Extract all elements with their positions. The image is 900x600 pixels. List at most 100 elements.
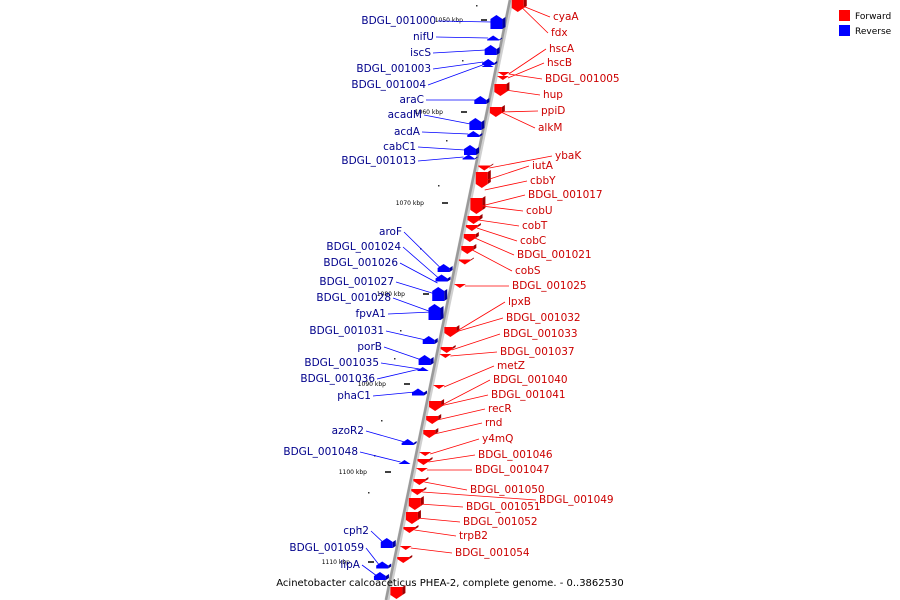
gene-arrow-side [482, 196, 486, 210]
forward-gene-label[interactable]: BDGL_001047 [475, 464, 550, 476]
gene-label-leader [402, 246, 439, 279]
gene-label-leader [427, 64, 483, 86]
forward-gene-label[interactable]: BDGL_001054 [455, 547, 530, 559]
reverse-gene-arrow [380, 538, 393, 548]
forward-gene-arrow [444, 327, 457, 337]
gene-arrow-side [415, 525, 419, 529]
reverse-gene-label[interactable]: BDGL_001027 [319, 276, 394, 288]
forward-gene-label[interactable]: BDGL_001021 [517, 249, 592, 261]
gene-label-leader [435, 36, 489, 39]
reverse-gene-label[interactable]: BDGL_001004 [351, 79, 426, 91]
forward-gene-label[interactable]: hscA [549, 43, 575, 55]
reverse-gene-label[interactable]: acdA [394, 126, 421, 138]
gene-label-leader [383, 346, 422, 361]
forward-gene-label[interactable]: cobU [526, 205, 553, 217]
reverse-gene-label[interactable]: BDGL_001013 [341, 155, 416, 167]
forward-gene-label[interactable]: trpB2 [459, 530, 488, 542]
forward-gene-label[interactable]: BDGL_001052 [463, 516, 538, 528]
forward-gene-label[interactable]: cobC [520, 235, 546, 247]
reverse-gene-label[interactable]: BDGL_001036 [300, 373, 375, 385]
reverse-gene-label[interactable]: BDGL_001035 [304, 357, 379, 369]
gene-label-leader [505, 89, 541, 96]
gene-label-leader [455, 317, 504, 333]
gene-label-leader [428, 454, 476, 463]
minor-tick [462, 60, 464, 62]
forward-gene-arrow [397, 557, 410, 563]
reverse-gene-label[interactable]: BDGL_001024 [326, 241, 401, 253]
forward-gene-label[interactable]: hup [543, 89, 563, 101]
forward-gene-label[interactable]: BDGL_001041 [491, 389, 566, 401]
forward-gene-label[interactable]: fdx [551, 27, 568, 39]
forward-gene-arrow [470, 198, 483, 214]
gene-label-leader [417, 156, 464, 162]
forward-gene-arrow [489, 107, 502, 117]
forward-gene-label[interactable]: BDGL_001046 [478, 449, 553, 461]
reverse-gene-label[interactable]: BDGL_001048 [283, 446, 358, 458]
gene-arrow-side [487, 170, 491, 184]
reverse-gene-label[interactable]: azoR2 [332, 425, 364, 437]
gene-arrow-side [413, 441, 417, 445]
forward-gene-label[interactable]: BDGL_001005 [545, 73, 620, 85]
gene-label-leader [522, 5, 551, 18]
reverse-gene-label[interactable]: araC [399, 94, 424, 106]
gene-arrow-side [474, 156, 478, 160]
forward-gene-label[interactable]: cbbY [530, 175, 556, 187]
forward-gene-label[interactable]: iutA [532, 160, 554, 172]
forward-gene-label[interactable]: BDGL_001017 [528, 189, 603, 201]
forward-gene-label[interactable]: BDGL_001037 [500, 346, 575, 358]
gene-label-leader [484, 180, 528, 191]
reverse-gene-label[interactable]: cabC1 [383, 141, 416, 153]
reverse-gene-label[interactable]: fpvA1 [356, 308, 386, 320]
reverse-gene-label[interactable]: porB [357, 341, 382, 353]
forward-gene-label[interactable]: BDGL_001050 [470, 484, 545, 496]
gene-arrow-side [428, 369, 432, 371]
gene-label-leader [365, 547, 380, 566]
reverse-gene-label[interactable]: iscS [410, 47, 431, 59]
reverse-gene-label[interactable]: BDGL_001031 [309, 325, 384, 337]
forward-gene-label[interactable]: ybaK [555, 150, 582, 162]
forward-gene-label[interactable]: BDGL_001025 [512, 280, 587, 292]
reverse-gene-label[interactable]: BDGL_001003 [356, 63, 431, 75]
forward-gene-label[interactable]: alkM [538, 122, 563, 134]
gene-arrow-side [475, 147, 479, 155]
scale-tick-label: 1090 kbp [358, 381, 386, 388]
forward-gene-arrow [423, 430, 436, 438]
forward-gene-label[interactable]: BDGL_001051 [466, 501, 541, 513]
forward-gene-label[interactable]: recR [488, 403, 512, 415]
forward-gene-label[interactable]: cyaA [553, 11, 579, 23]
reverse-gene-label[interactable]: BDGL_001059 [289, 542, 364, 554]
forward-gene-label[interactable]: metZ [497, 360, 525, 372]
backbone-line [384, 0, 512, 600]
gene-arrow-side [452, 345, 456, 349]
reverse-gene-label[interactable]: cph2 [343, 525, 369, 537]
gene-arrow-side [440, 306, 444, 320]
reverse-gene-label[interactable]: acadM [388, 109, 422, 121]
forward-gene-label[interactable]: hscB [547, 57, 572, 69]
forward-gene-label[interactable]: cobS [515, 265, 541, 277]
gene-arrow-side [388, 563, 392, 569]
forward-gene-label[interactable]: BDGL_001049 [539, 494, 614, 506]
gene-arrow-side [417, 510, 421, 520]
reverse-gene-label[interactable]: BDGL_001028 [316, 292, 391, 304]
forward-gene-arrow [478, 165, 491, 171]
forward-gene-label[interactable]: cobT [522, 220, 548, 232]
reverse-gene-label[interactable]: aroF [379, 226, 402, 238]
gene-label-leader [481, 194, 526, 207]
forward-gene-label[interactable]: y4mQ [482, 433, 513, 445]
gene-arrow-side [523, 0, 527, 8]
reverse-gene-arrow [376, 561, 389, 569]
forward-gene-label[interactable]: rnd [485, 417, 502, 429]
reverse-gene-label[interactable]: lipA [340, 559, 360, 571]
reverse-gene-label[interactable]: nifU [413, 31, 434, 43]
gene-label-leader [376, 368, 420, 380]
forward-gene-label[interactable]: BDGL_001033 [503, 328, 578, 340]
forward-gene-label[interactable]: ppiD [541, 105, 565, 117]
reverse-gene-label[interactable]: phaC1 [337, 390, 371, 402]
reverse-gene-label[interactable]: BDGL_001000 [361, 15, 436, 27]
forward-gene-label[interactable]: lpxB [508, 296, 531, 308]
forward-gene-label[interactable]: BDGL_001032 [506, 312, 581, 324]
reverse-gene-label[interactable]: BDGL_001026 [323, 257, 398, 269]
gene-label-leader [421, 131, 469, 135]
gene-arrow-side [470, 257, 474, 261]
forward-gene-label[interactable]: BDGL_001040 [493, 374, 568, 386]
